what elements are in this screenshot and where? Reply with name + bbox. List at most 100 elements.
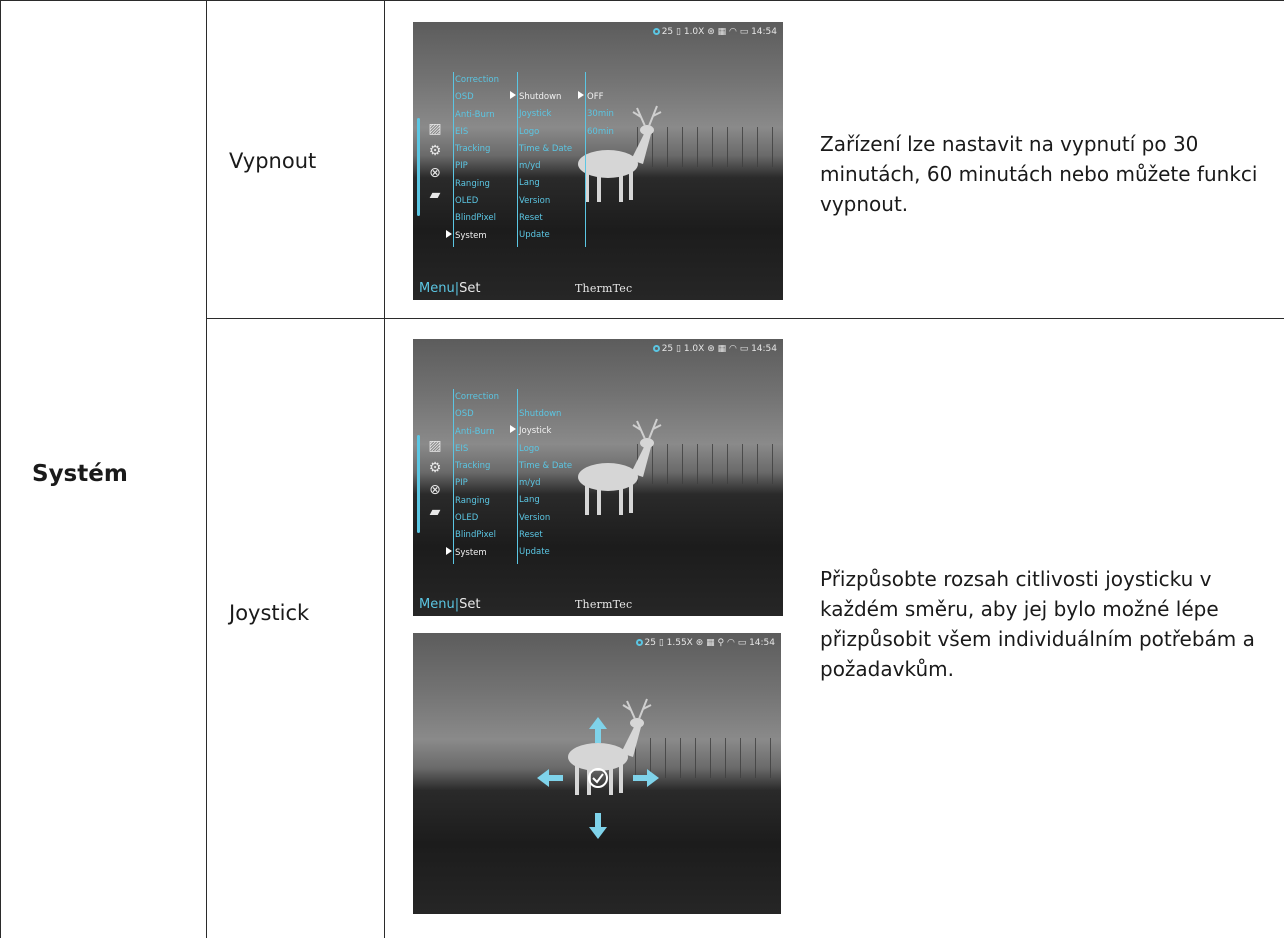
menu-item-units[interactable]: m/yd (519, 161, 541, 172)
menu-item-pip[interactable]: PIP (455, 161, 468, 172)
row-name-shutdown: Vypnout (229, 149, 317, 173)
row-name-joystick: Joystick (229, 601, 310, 625)
menu-item-blindpixel[interactable]: BlindPixel (455, 213, 496, 224)
menu-item-lang[interactable]: Lang (519, 178, 540, 189)
menu-item-time-date[interactable]: Time & Date (519, 143, 573, 154)
menu-item-reset[interactable]: Reset (519, 213, 543, 224)
grid-line-left (0, 0, 1, 938)
menu-main-column: Correction OSD Anti-Burn EIS Tracking PI… (455, 389, 513, 562)
menu-item-logo[interactable]: Logo (519, 126, 540, 137)
menu-item-anti-burn[interactable]: Anti-Burn (455, 109, 495, 120)
menu-item-joystick[interactable]: Joystick (519, 109, 552, 120)
status-zoom: 1.0X (683, 344, 705, 354)
icon-rail (417, 118, 420, 216)
settings-icon[interactable]: ⚙ (428, 143, 442, 159)
status-time: 14:54 (751, 344, 777, 354)
option-off[interactable]: OFF (587, 89, 647, 106)
wifi-icon: ◠ (728, 344, 737, 354)
menu-item-tracking[interactable]: Tracking (455, 461, 491, 472)
status-zoom: 1.55X (666, 638, 693, 648)
footer-hint: Menu|Set (419, 597, 481, 612)
menu-item-osd[interactable]: OSD (455, 92, 474, 103)
menu-item-eis[interactable]: EIS (455, 126, 469, 137)
option-60min[interactable]: 60min (587, 126, 614, 137)
menu-item-joystick[interactable]: Joystick (519, 423, 585, 440)
brand-logo: ThermTec (575, 598, 633, 611)
fence (621, 738, 771, 778)
footer-hint: Menu|Set (419, 281, 481, 296)
image-icon[interactable]: ▨ (428, 438, 442, 454)
menu-item-oled[interactable]: OLED (455, 196, 479, 207)
folder-icon[interactable]: ▰ (429, 187, 441, 203)
category-label: Systém (32, 461, 128, 487)
menu-item-correction[interactable]: Correction (455, 75, 499, 85)
grid-line-top (0, 0, 1284, 1)
menu-item-system[interactable]: System (455, 545, 513, 562)
menu-item-ranging[interactable]: Ranging (455, 495, 490, 506)
status-number: 25 (644, 638, 656, 648)
status-bar: 25 ▯ 1.0X ⊛ ▦ ◠ ▭ 14:54 (652, 27, 777, 37)
screenshot-joystick-adjust: 25 ▯ 1.55X ⊛ ▦ ⚲ ◠ ▭ 14:54 (413, 633, 781, 914)
folder-icon[interactable]: ▰ (429, 504, 441, 520)
grid-line-row-divider (206, 318, 1284, 319)
grid-line-col2 (384, 0, 385, 938)
menu-item-anti-burn[interactable]: Anti-Burn (455, 426, 495, 437)
menu-item-system[interactable]: System (455, 228, 513, 245)
status-number: 25 (661, 344, 674, 354)
compass-icon[interactable]: ⊗ (429, 482, 441, 498)
settings-icon[interactable]: ⚙ (428, 460, 442, 476)
wifi-icon: ◠ (728, 27, 737, 37)
menu-item-eis[interactable]: EIS (455, 443, 469, 454)
menu-item-update[interactable]: Update (519, 230, 550, 241)
arrow-right-icon (633, 769, 659, 787)
menu-system-column: Shutdown Joystick Logo Time & Date m/yd … (519, 406, 585, 562)
menu-item-lang[interactable]: Lang (519, 495, 540, 506)
menu-item-units[interactable]: m/yd (519, 478, 541, 489)
menu-item-reset[interactable]: Reset (519, 530, 543, 541)
menu-item-version[interactable]: Version (519, 195, 551, 206)
wifi-icon: ◠ (726, 638, 735, 648)
brand-logo: ThermTec (575, 282, 633, 295)
menu-item-blindpixel[interactable]: BlindPixel (455, 530, 496, 541)
icon-rail (417, 435, 420, 533)
menu-item-pip[interactable]: PIP (455, 478, 468, 489)
deer-figure (578, 418, 662, 515)
menu-item-shutdown[interactable]: Shutdown (519, 409, 562, 419)
menu-main-column: Correction OSD Anti-Burn EIS Tracking PI… (455, 72, 513, 245)
status-zoom: 1.0X (683, 27, 705, 37)
joystick-direction-overlay (537, 717, 659, 839)
arrow-left-icon (537, 769, 563, 787)
menu-item-update[interactable]: Update (519, 547, 550, 558)
menu-item-shutdown[interactable]: Shutdown (519, 89, 585, 106)
deer-figure (578, 105, 662, 202)
footer-menu-label: Menu (419, 281, 455, 296)
menu-system-column: Shutdown Joystick Logo Time & Date m/yd … (519, 89, 585, 245)
menu-item-version[interactable]: Version (519, 512, 551, 523)
menu-shutdown-options-column: OFF 30min 60min (587, 89, 647, 141)
row-description-joystick: Přizpůsobte rozsah citlivosti joysticku … (820, 567, 1255, 681)
status-number: 25 (661, 27, 674, 37)
record-icon (652, 345, 660, 352)
menu-item-oled[interactable]: OLED (455, 513, 479, 524)
status-time: 14:54 (751, 27, 777, 37)
image-icon[interactable]: ▨ (428, 121, 442, 137)
compass-icon[interactable]: ⊗ (429, 165, 441, 181)
screenshot-shutdown-menu: 25 ▯ 1.0X ⊛ ▦ ◠ ▭ 14:54 ▨ ⚙ ⊗ ▰ Correcti… (413, 22, 783, 300)
footer-set-label: Set (459, 281, 481, 296)
record-icon (635, 639, 643, 646)
deer-figure (568, 698, 652, 795)
menu-icon-bar: ▨ ⚙ ⊗ ▰ (417, 435, 445, 533)
option-30min[interactable]: 30min (587, 109, 614, 120)
menu-item-time-date[interactable]: Time & Date (519, 460, 573, 471)
menu-item-tracking[interactable]: Tracking (455, 144, 491, 155)
status-bar: 25 ▯ 1.0X ⊛ ▦ ◠ ▭ 14:54 (652, 344, 777, 354)
record-icon (652, 28, 660, 35)
menu-item-correction[interactable]: Correction (455, 392, 499, 402)
status-time: 14:54 (749, 638, 775, 648)
menu-item-osd[interactable]: OSD (455, 409, 474, 420)
arrow-up-icon (589, 717, 607, 743)
arrow-down-icon (589, 813, 607, 839)
menu-item-ranging[interactable]: Ranging (455, 178, 490, 189)
menu-item-logo[interactable]: Logo (519, 443, 540, 454)
screenshot-joystick-menu: 25 ▯ 1.0X ⊛ ▦ ◠ ▭ 14:54 ▨ ⚙ ⊗ ▰ Correcti… (413, 339, 783, 616)
